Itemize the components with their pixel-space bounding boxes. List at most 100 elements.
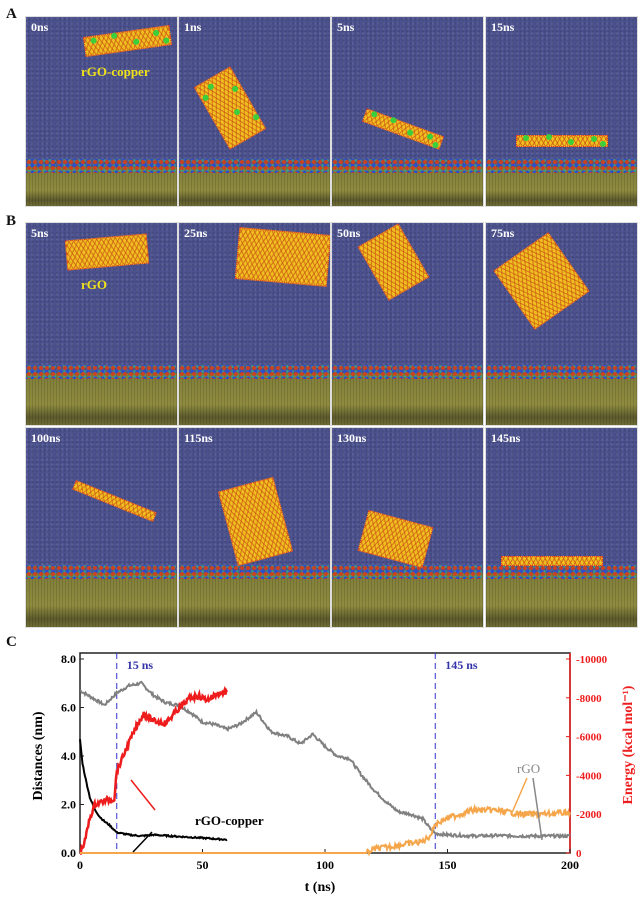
y2-tick-label: -10000 (576, 654, 608, 666)
graphene-sheet (72, 480, 157, 522)
copper-atom (153, 29, 160, 37)
y-tick-label: 6.0 (61, 701, 76, 715)
vertical-marker-label: 145 ns (445, 658, 478, 672)
copper-atom (110, 32, 118, 40)
copper-atom (89, 36, 97, 44)
lipid-membrane (26, 167, 177, 206)
time-label: 1ns (184, 20, 202, 34)
y-tick-label: 4.0 (61, 749, 76, 763)
time-label: 15ns (491, 20, 515, 34)
x-tick-label: 0 (77, 858, 83, 872)
lipid-membrane (486, 373, 637, 425)
time-label: 25ns (184, 226, 208, 240)
copper-atom (206, 82, 215, 91)
x-tick-label: 150 (439, 858, 457, 872)
snapshot-frame: 15ns (485, 16, 638, 207)
time-label: 5ns (31, 226, 49, 240)
y2-axis-label: Energy (kcal mol⁻¹) (621, 685, 636, 804)
series-line-rgo-copper-distance (79, 739, 228, 842)
y-tick-label: 0.0 (61, 846, 76, 860)
snapshot-frame: 5ns (331, 16, 484, 207)
snapshot-frame: 25ns (178, 222, 331, 426)
copper-atom (590, 136, 597, 142)
lipid-headgroups (26, 565, 177, 579)
snapshot-frame: 0ns rGO-copper (25, 16, 178, 207)
time-label: 75ns (491, 226, 515, 240)
lipid-headgroups (332, 365, 483, 379)
copper-atom (431, 140, 440, 149)
graphene-sheet (516, 134, 608, 147)
y2-tick-label: -2000 (576, 809, 602, 821)
snapshot-frame: 1ns (178, 16, 331, 207)
y2-tick-label: -8000 (576, 693, 602, 705)
copper-atom (370, 110, 379, 119)
lipid-headgroups (332, 565, 483, 579)
x-tick-label: 100 (316, 858, 334, 872)
lipid-membrane (179, 373, 330, 425)
copper-atom (426, 132, 434, 141)
lipid-membrane (26, 573, 177, 627)
snapshot-frame: 130ns (331, 427, 484, 628)
annotation-rgo: rGO (517, 761, 540, 776)
copper-atom (231, 84, 240, 93)
lipid-membrane (486, 167, 637, 206)
copper-atom (389, 116, 398, 125)
snapshot-frame: 115ns (178, 427, 331, 628)
arrow-energy-rgo (510, 777, 528, 816)
graphene-sheet (64, 233, 150, 271)
lipid-headgroups (486, 159, 637, 173)
y2-tick-label: -6000 (576, 732, 602, 744)
lipid-membrane (179, 573, 330, 627)
snapshot-frame: 100ns (25, 427, 178, 628)
time-label: 5ns (337, 20, 355, 34)
copper-atom (406, 129, 414, 137)
lipid-membrane (26, 373, 177, 425)
series-line-rgo-copper-energy (79, 685, 229, 856)
copper-atom (132, 38, 140, 45)
graphene-sheet (234, 227, 330, 287)
molecule-label: rGO (81, 277, 107, 292)
series-line-rgo-energy (80, 803, 571, 857)
copper-atom (545, 134, 552, 140)
graphene-sheet (83, 25, 172, 57)
lipid-membrane (332, 167, 483, 206)
graphene-sheet (193, 66, 267, 150)
lipid-headgroups (486, 565, 637, 579)
lipid-membrane (486, 573, 637, 627)
time-label: 130ns (337, 431, 367, 445)
y-axis-label: Distances (nm) (31, 711, 46, 800)
copper-atom (201, 93, 210, 102)
y2-tick-label: -4000 (576, 770, 602, 782)
series-line-rgo-distance (79, 680, 571, 840)
molecule-label: rGO-copper (81, 64, 150, 79)
copper-atom (162, 37, 170, 45)
panel-label-b: B (6, 213, 17, 229)
panel-label-a: A (6, 6, 17, 22)
snapshot-frame: 50ns (331, 222, 484, 426)
copper-atom (523, 135, 529, 141)
lipid-headgroups (179, 159, 330, 173)
y2-tick-label: 0 (576, 848, 582, 860)
x-tick-label: 200 (561, 858, 579, 872)
lipid-headgroups (179, 565, 330, 579)
x-axis-label: t (ns) (305, 880, 336, 895)
annotation-rgo-copper: rGO-copper (195, 813, 264, 828)
y-tick-label: 8.0 (61, 652, 76, 666)
plot-frame (79, 652, 571, 854)
copper-atom (251, 113, 261, 122)
time-label: 0ns (31, 20, 49, 34)
lipid-headgroups (179, 365, 330, 379)
time-label: 115ns (184, 431, 213, 445)
x-tick-label: 50 (197, 858, 209, 872)
lipid-headgroups (486, 365, 637, 379)
snapshot-frame: 145ns (485, 427, 638, 628)
time-label: 50ns (337, 226, 361, 240)
lipid-headgroups (26, 365, 177, 379)
graphene-sheet (501, 556, 603, 566)
arrow-distance-rgo-copper (132, 831, 153, 853)
arrow-energy-rgo-copper (130, 779, 156, 811)
lipid-headgroups (26, 159, 177, 173)
graphene-sheet (218, 476, 293, 567)
graphene-sheet (357, 223, 430, 301)
snapshot-frame: 5ns rGO (25, 222, 178, 426)
